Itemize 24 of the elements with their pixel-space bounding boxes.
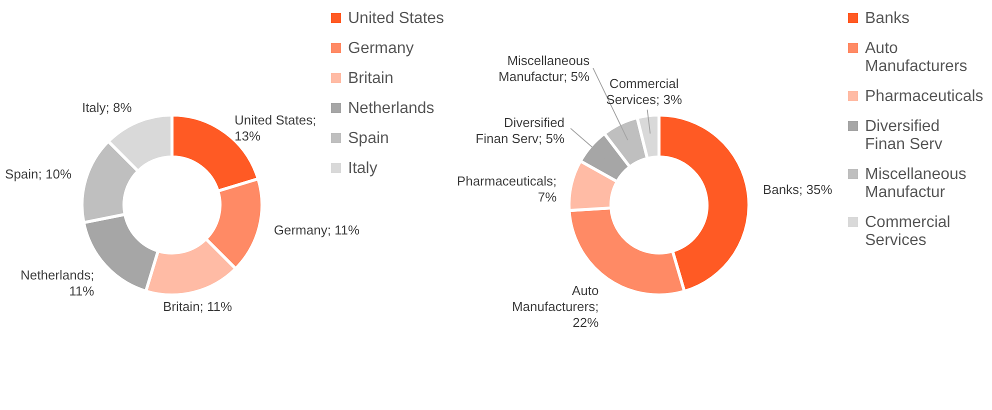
legend-label: Banks bbox=[865, 10, 910, 27]
data-label: Auto Manufacturers; 22% bbox=[512, 282, 600, 330]
data-label: Britain; 11% bbox=[162, 298, 233, 314]
data-label: Banks; 35% bbox=[762, 182, 833, 198]
data-label: Commercial Services; 3% bbox=[606, 76, 682, 107]
data-label: United States; 13% bbox=[234, 112, 316, 144]
legend-label: Commercial Services bbox=[865, 214, 950, 249]
data-label: Italy; 8% bbox=[82, 100, 132, 115]
legend-label: Miscellaneous Manufactur bbox=[865, 166, 966, 201]
legend-label: Netherlands bbox=[348, 100, 434, 117]
data-label: Germany; 11% bbox=[274, 222, 360, 238]
data-label: Spain; 10% bbox=[5, 166, 72, 182]
legend-label: Auto Manufacturers bbox=[865, 40, 968, 75]
data-label: Diversified Finan Serv; 5% bbox=[476, 115, 565, 146]
legend-label: Diversified Finan Serv bbox=[865, 118, 942, 153]
legend-label: Pharmaceuticals bbox=[865, 88, 984, 105]
data-label: Pharmaceuticals; 7% bbox=[456, 174, 558, 205]
legend-label: Spain bbox=[348, 130, 389, 147]
legend-label: Italy bbox=[348, 160, 378, 177]
legend-label: United States bbox=[348, 10, 444, 27]
data-label: Miscellaneous Manufactur; 5% bbox=[498, 52, 590, 84]
data-label: Netherlands; 11% bbox=[20, 268, 95, 299]
legend-label: Germany bbox=[348, 40, 414, 57]
legend-label: Britain bbox=[348, 70, 394, 87]
